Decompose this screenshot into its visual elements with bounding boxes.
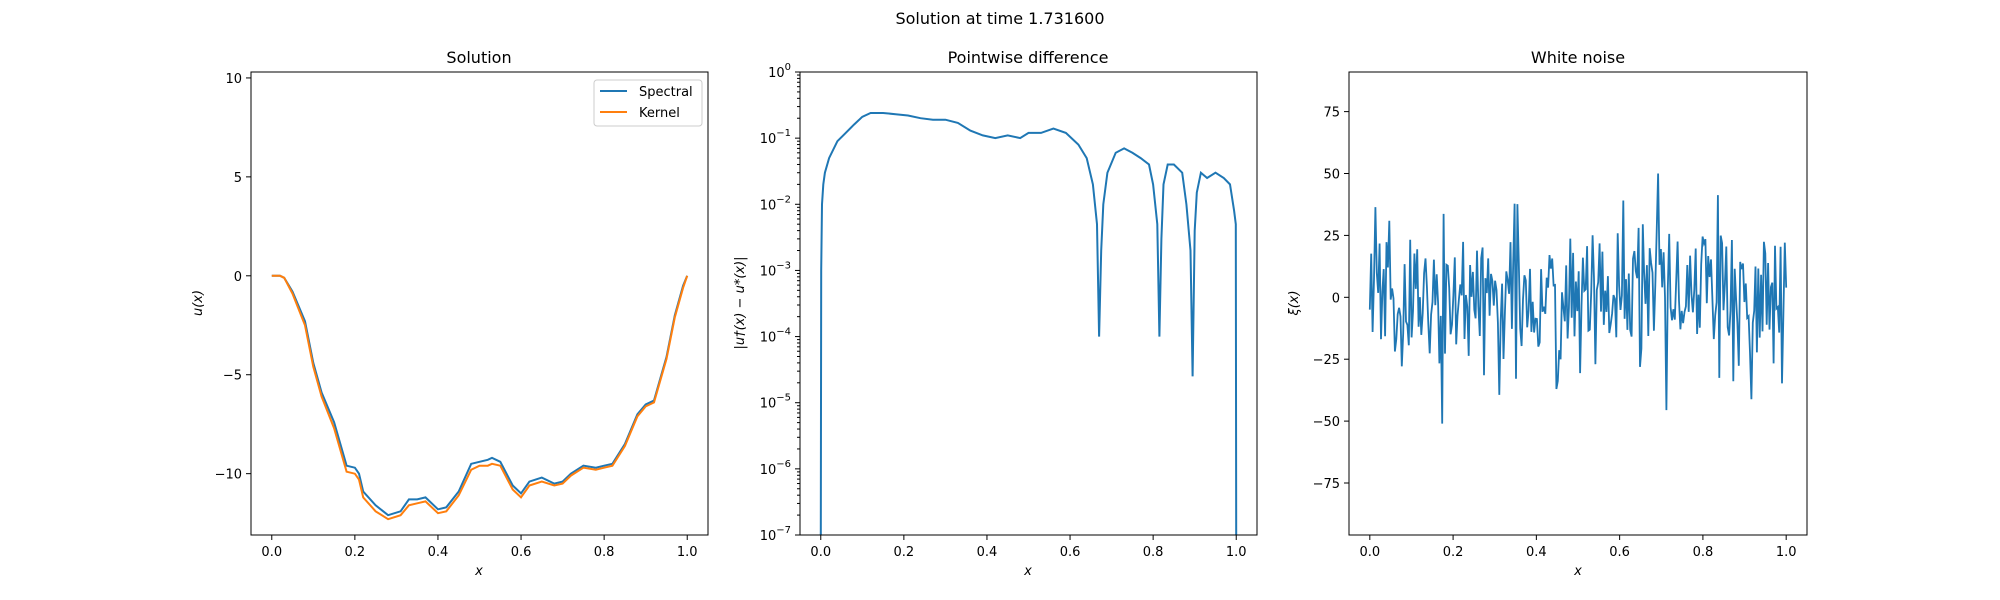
difference-ytick-label: 10−4: [760, 327, 791, 346]
difference-xtick-label: 0.8: [1143, 545, 1164, 560]
noise-panel: White noise 0.0 0.2 0.4 0.6 0.8 1.0 75 50 25 0 −2…: [1287, 48, 1808, 579]
solution-ytick-label: 5: [234, 171, 242, 186]
noise-ytick-label: −75: [1313, 477, 1340, 492]
noise-xtick-label: 0.4: [1526, 545, 1547, 560]
solution-xtick-label: 0.2: [345, 545, 366, 560]
difference-xtick-label: 1.0: [1226, 545, 1247, 560]
noise-curve: [1368, 173, 1788, 424]
solution-title: Solution: [446, 48, 511, 67]
difference-x-ticks: 0.0 0.2 0.4 0.6 0.8 1.0: [810, 535, 1247, 560]
solution-xlabel: x: [474, 564, 483, 579]
noise-ytick-label: 0: [1332, 291, 1340, 306]
noise-xtick-label: 0.2: [1443, 545, 1464, 560]
noise-xtick-label: 0.6: [1609, 545, 1630, 560]
difference-title: Pointwise difference: [948, 48, 1109, 67]
difference-y-ticks: 100 10−1 10−2 10−3 10−4 10−5 10−6 10−7: [760, 62, 800, 544]
solution-curves: [271, 274, 689, 521]
solution-xtick-label: 0.8: [594, 545, 615, 560]
solution-xtick-label: 0.4: [428, 545, 449, 560]
difference-ytick-label: 10−5: [760, 393, 791, 412]
noise-axes-frame: [1348, 71, 1808, 536]
difference-ytick-label: 100: [768, 62, 791, 81]
difference-ylabel: |u†(x) − u*(x)|: [733, 256, 748, 349]
difference-ytick-label: 10−1: [760, 128, 791, 147]
difference-ytick-label: 10−7: [760, 525, 791, 544]
noise-ylabel: ξ(x): [1287, 290, 1302, 316]
solution-xtick-label: 1.0: [677, 545, 698, 560]
figure-title: Solution at time 1.731600: [895, 9, 1104, 28]
kernel-line: [271, 274, 689, 521]
difference-ytick-label: 10−3: [760, 260, 791, 279]
noise-xtick-label: 0.0: [1359, 545, 1380, 560]
difference-axes-frame: [799, 71, 1258, 536]
spectral-line: [271, 274, 689, 517]
noise-ytick-label: 50: [1323, 168, 1340, 183]
legend-spectral-label: Spectral: [639, 85, 693, 100]
noise-xlabel: x: [1573, 564, 1582, 579]
solution-ytick-label: 10: [225, 72, 242, 87]
difference-ytick-label: 10−2: [760, 194, 791, 213]
solution-ytick-label: −5: [223, 369, 242, 384]
noise-x-ticks: 0.0 0.2 0.4 0.6 0.8 1.0: [1359, 535, 1797, 560]
legend-kernel-label: Kernel: [639, 106, 680, 121]
difference-curve: [819, 112, 1238, 536]
solution-y-ticks: 10 5 0 −5 −10: [215, 72, 251, 483]
difference-xtick-label: 0.4: [977, 545, 998, 560]
solution-ylabel: u(x): [191, 290, 206, 316]
solution-legend: Spectral Kernel: [593, 79, 703, 127]
difference-xtick-label: 0.2: [894, 545, 915, 560]
noise-y-ticks: 75 50 25 0 −25 −50 −75: [1313, 106, 1349, 492]
noise-title: White noise: [1531, 48, 1625, 67]
solution-ytick-label: −10: [215, 468, 242, 483]
noise-line: [1368, 173, 1788, 424]
solution-xtick-label: 0.6: [511, 545, 532, 560]
difference-xtick-label: 0.0: [810, 545, 831, 560]
solution-x-ticks: 0.0 0.2 0.4 0.6 0.8 1.0: [261, 535, 698, 560]
solution-axes-frame: [250, 71, 709, 536]
noise-xtick-label: 1.0: [1776, 545, 1797, 560]
noise-ytick-label: −25: [1313, 353, 1340, 368]
noise-ytick-label: 75: [1323, 106, 1340, 121]
difference-line: [819, 112, 1238, 536]
noise-xtick-label: 0.8: [1693, 545, 1714, 560]
difference-panel: Pointwise difference 0.0 0.2 0.4 0.6 0.8 1.0 …: [733, 48, 1258, 579]
difference-xtick-label: 0.6: [1060, 545, 1081, 560]
noise-ytick-label: −50: [1313, 415, 1340, 430]
solution-xtick-label: 0.0: [261, 545, 282, 560]
difference-ytick-label: 10−6: [760, 459, 791, 478]
solution-ytick-label: 0: [234, 270, 242, 285]
noise-ytick-label: 25: [1323, 229, 1340, 244]
difference-xlabel: x: [1023, 564, 1032, 579]
